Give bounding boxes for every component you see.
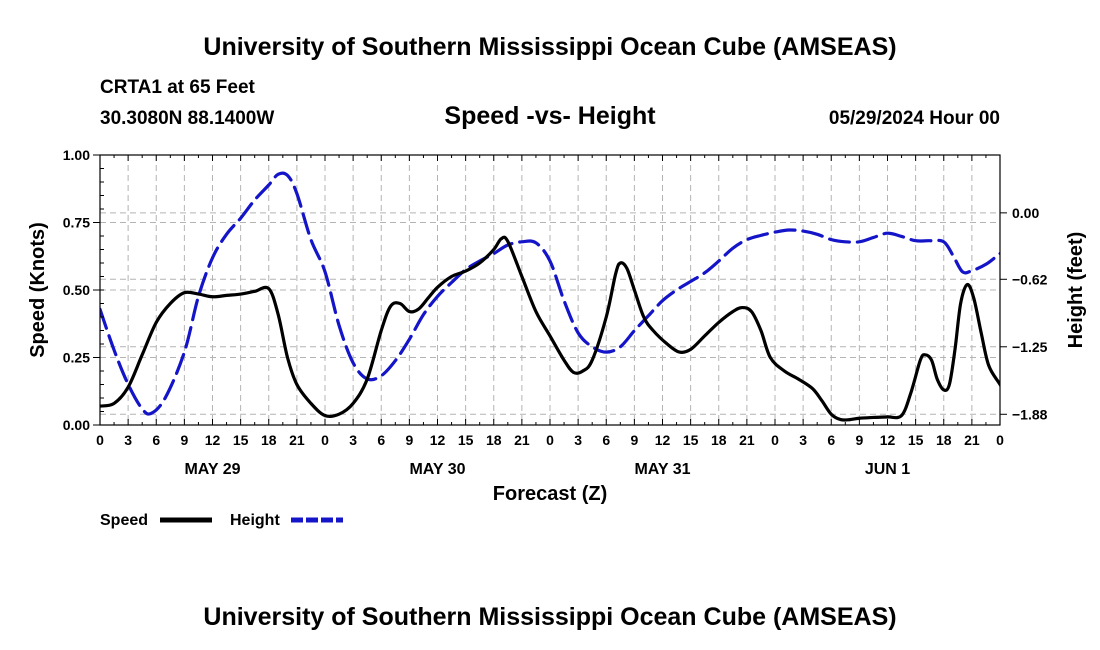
y-tick-label: 0.25 — [63, 350, 90, 366]
x-tick-label: 6 — [152, 432, 160, 448]
y-tick-label: 0.75 — [63, 215, 90, 231]
x-tick-label: 6 — [602, 432, 610, 448]
x-tick-label: 0 — [96, 432, 104, 448]
x-tick-label: 18 — [261, 432, 277, 448]
x-tick-label: 18 — [936, 432, 952, 448]
grid-lines — [100, 155, 1000, 425]
forecast-datetime: 05/29/2024 Hour 00 — [829, 108, 1000, 129]
x-tick-label: 0 — [546, 432, 554, 448]
y2-tick-label: −1.88 — [1012, 406, 1048, 422]
x-tick-label: 21 — [289, 432, 305, 448]
coordinates-label: 30.3080N 88.1400W — [100, 108, 274, 129]
x-tick-label: 0 — [321, 432, 329, 448]
day-label: MAY 29 — [184, 461, 240, 478]
y-tick-label: 0.00 — [63, 417, 90, 433]
y-tick-label: 0.50 — [63, 282, 90, 298]
x-tick-label: 9 — [855, 432, 863, 448]
x-tick-label: 12 — [655, 432, 671, 448]
x-tick-label: 18 — [486, 432, 502, 448]
legend-height-label: Height — [230, 512, 280, 529]
series-group — [100, 171, 1000, 422]
axis-ticks: 0 3 6 9 12 15 18 21 0 3 6 9 12 15 18 21 0 3 6 9 12 15 18 21 0 3 6 9… — [63, 147, 1048, 478]
series-line-height — [100, 171, 1000, 416]
day-label: MAY 30 — [409, 461, 465, 478]
x-tick-label: 9 — [180, 432, 188, 448]
x-tick-label: 9 — [405, 432, 413, 448]
x-tick-label: 6 — [827, 432, 835, 448]
footer-title: University of Southern Mississippi Ocean… — [203, 603, 896, 631]
x-tick-label: 3 — [799, 432, 807, 448]
legend-speed-label: Speed — [100, 512, 148, 529]
page-title: University of Southern Mississippi Ocean… — [203, 33, 896, 61]
x-tick-label: 15 — [908, 432, 924, 448]
x-tick-label: 0 — [996, 432, 1004, 448]
day-label: MAY 31 — [634, 461, 690, 478]
x-tick-label: 0 — [771, 432, 779, 448]
x-tick-label: 21 — [964, 432, 980, 448]
y-tick-label: 1.00 — [63, 147, 90, 163]
y2-tick-label: 0.00 — [1012, 205, 1039, 221]
x-axis-title: Forecast (Z) — [493, 483, 607, 505]
y2-tick-label: −0.62 — [1012, 271, 1048, 287]
series-line-speed — [100, 235, 1000, 422]
x-tick-label: 3 — [124, 432, 132, 448]
y-axis-title: Speed (Knots) — [27, 222, 49, 358]
y2-tick-label: −1.25 — [1012, 339, 1048, 355]
legend: Speed Height — [100, 512, 343, 529]
x-tick-label: 12 — [880, 432, 896, 448]
x-tick-label: 12 — [430, 432, 446, 448]
x-tick-label: 6 — [377, 432, 385, 448]
chart-title: Speed -vs- Height — [444, 102, 656, 130]
x-tick-label: 21 — [514, 432, 530, 448]
y2-axis-title: Height (feet) — [1065, 232, 1087, 349]
day-label: JUN 1 — [865, 461, 910, 478]
x-tick-label: 21 — [739, 432, 755, 448]
x-tick-label: 15 — [458, 432, 474, 448]
station-label: CRTA1 at 65 Feet — [100, 77, 256, 98]
x-tick-label: 12 — [205, 432, 221, 448]
x-tick-label: 9 — [630, 432, 638, 448]
x-tick-label: 18 — [711, 432, 727, 448]
x-tick-label: 3 — [349, 432, 357, 448]
x-tick-label: 15 — [233, 432, 249, 448]
x-tick-label: 3 — [574, 432, 582, 448]
x-tick-label: 15 — [683, 432, 699, 448]
